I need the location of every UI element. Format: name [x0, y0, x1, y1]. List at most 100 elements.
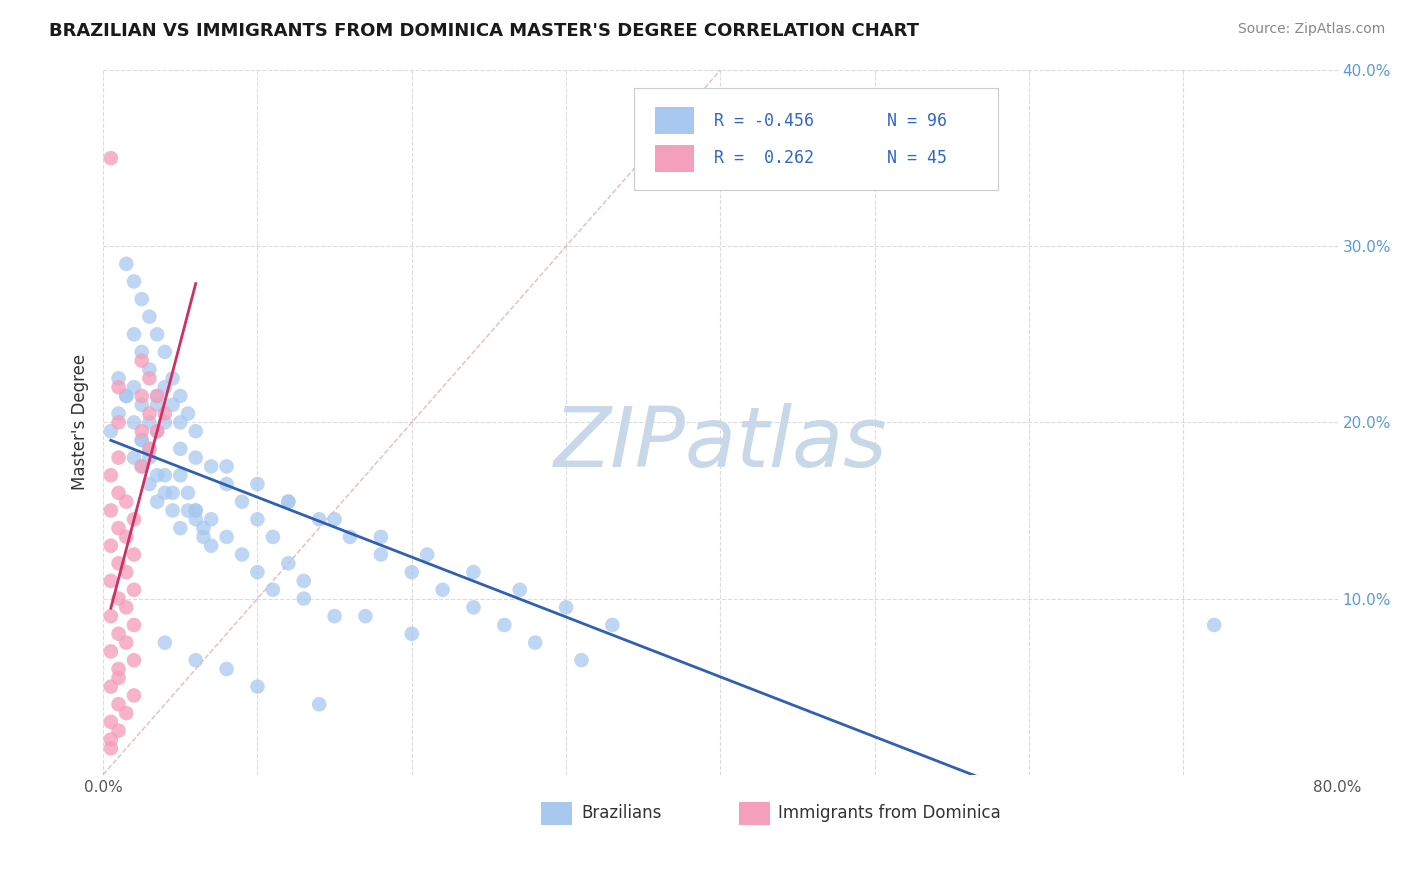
- Point: [177, 407, 200, 421]
- Point: [169, 442, 191, 456]
- Point: [153, 486, 176, 500]
- Point: [138, 362, 160, 376]
- Point: [308, 512, 330, 526]
- Point: [193, 530, 215, 544]
- Point: [122, 618, 145, 632]
- Point: [100, 741, 122, 756]
- Point: [107, 627, 129, 641]
- Point: [231, 548, 253, 562]
- Point: [463, 600, 485, 615]
- Point: [200, 459, 222, 474]
- Point: [131, 424, 153, 438]
- Point: [146, 424, 169, 438]
- Point: [131, 389, 153, 403]
- Point: [292, 591, 315, 606]
- Point: [1204, 618, 1226, 632]
- Point: [555, 600, 578, 615]
- Point: [138, 407, 160, 421]
- Point: [323, 512, 346, 526]
- Point: [122, 416, 145, 430]
- Point: [115, 600, 138, 615]
- Point: [153, 635, 176, 649]
- Text: R = -0.456: R = -0.456: [714, 112, 814, 130]
- Point: [107, 371, 129, 385]
- Point: [107, 521, 129, 535]
- Point: [323, 609, 346, 624]
- Point: [246, 512, 269, 526]
- Point: [169, 468, 191, 483]
- Point: [184, 503, 207, 517]
- Point: [184, 450, 207, 465]
- Point: [354, 609, 377, 624]
- Point: [131, 345, 153, 359]
- Point: [131, 398, 153, 412]
- FancyBboxPatch shape: [634, 87, 998, 190]
- Point: [215, 459, 238, 474]
- Point: [100, 714, 122, 729]
- Point: [215, 530, 238, 544]
- Point: [107, 557, 129, 571]
- Point: [146, 468, 169, 483]
- Point: [162, 371, 184, 385]
- Point: [122, 450, 145, 465]
- Point: [115, 706, 138, 720]
- Point: [138, 477, 160, 491]
- Point: [184, 512, 207, 526]
- Point: [169, 389, 191, 403]
- Point: [107, 671, 129, 685]
- Point: [184, 503, 207, 517]
- Point: [122, 512, 145, 526]
- Point: [432, 582, 454, 597]
- Point: [215, 662, 238, 676]
- Point: [184, 424, 207, 438]
- Point: [215, 477, 238, 491]
- Point: [100, 732, 122, 747]
- Point: [277, 494, 299, 508]
- Point: [131, 353, 153, 368]
- Point: [107, 380, 129, 394]
- Point: [138, 442, 160, 456]
- Point: [138, 416, 160, 430]
- Point: [200, 512, 222, 526]
- Point: [107, 407, 129, 421]
- Point: [177, 486, 200, 500]
- Point: [153, 345, 176, 359]
- Point: [100, 539, 122, 553]
- Point: [138, 450, 160, 465]
- Point: [131, 459, 153, 474]
- Point: [246, 565, 269, 579]
- Point: [246, 680, 269, 694]
- Point: [107, 723, 129, 738]
- Point: [571, 653, 593, 667]
- Point: [107, 662, 129, 676]
- Point: [107, 450, 129, 465]
- Point: [115, 494, 138, 508]
- Point: [184, 653, 207, 667]
- Point: [146, 327, 169, 342]
- Text: Immigrants from Dominica: Immigrants from Dominica: [779, 805, 1001, 822]
- Point: [138, 371, 160, 385]
- Point: [100, 151, 122, 165]
- Point: [277, 557, 299, 571]
- Point: [131, 292, 153, 306]
- Point: [122, 689, 145, 703]
- Point: [169, 416, 191, 430]
- FancyBboxPatch shape: [655, 145, 695, 171]
- Point: [146, 398, 169, 412]
- Point: [524, 635, 547, 649]
- Point: [131, 459, 153, 474]
- Point: [277, 494, 299, 508]
- Point: [370, 530, 392, 544]
- Text: R =  0.262: R = 0.262: [714, 149, 814, 167]
- Point: [107, 698, 129, 712]
- Point: [131, 433, 153, 447]
- Point: [122, 653, 145, 667]
- Point: [200, 539, 222, 553]
- Point: [122, 275, 145, 289]
- Point: [401, 627, 423, 641]
- Point: [100, 424, 122, 438]
- Point: [153, 416, 176, 430]
- Point: [162, 486, 184, 500]
- Point: [262, 530, 284, 544]
- Point: [509, 582, 531, 597]
